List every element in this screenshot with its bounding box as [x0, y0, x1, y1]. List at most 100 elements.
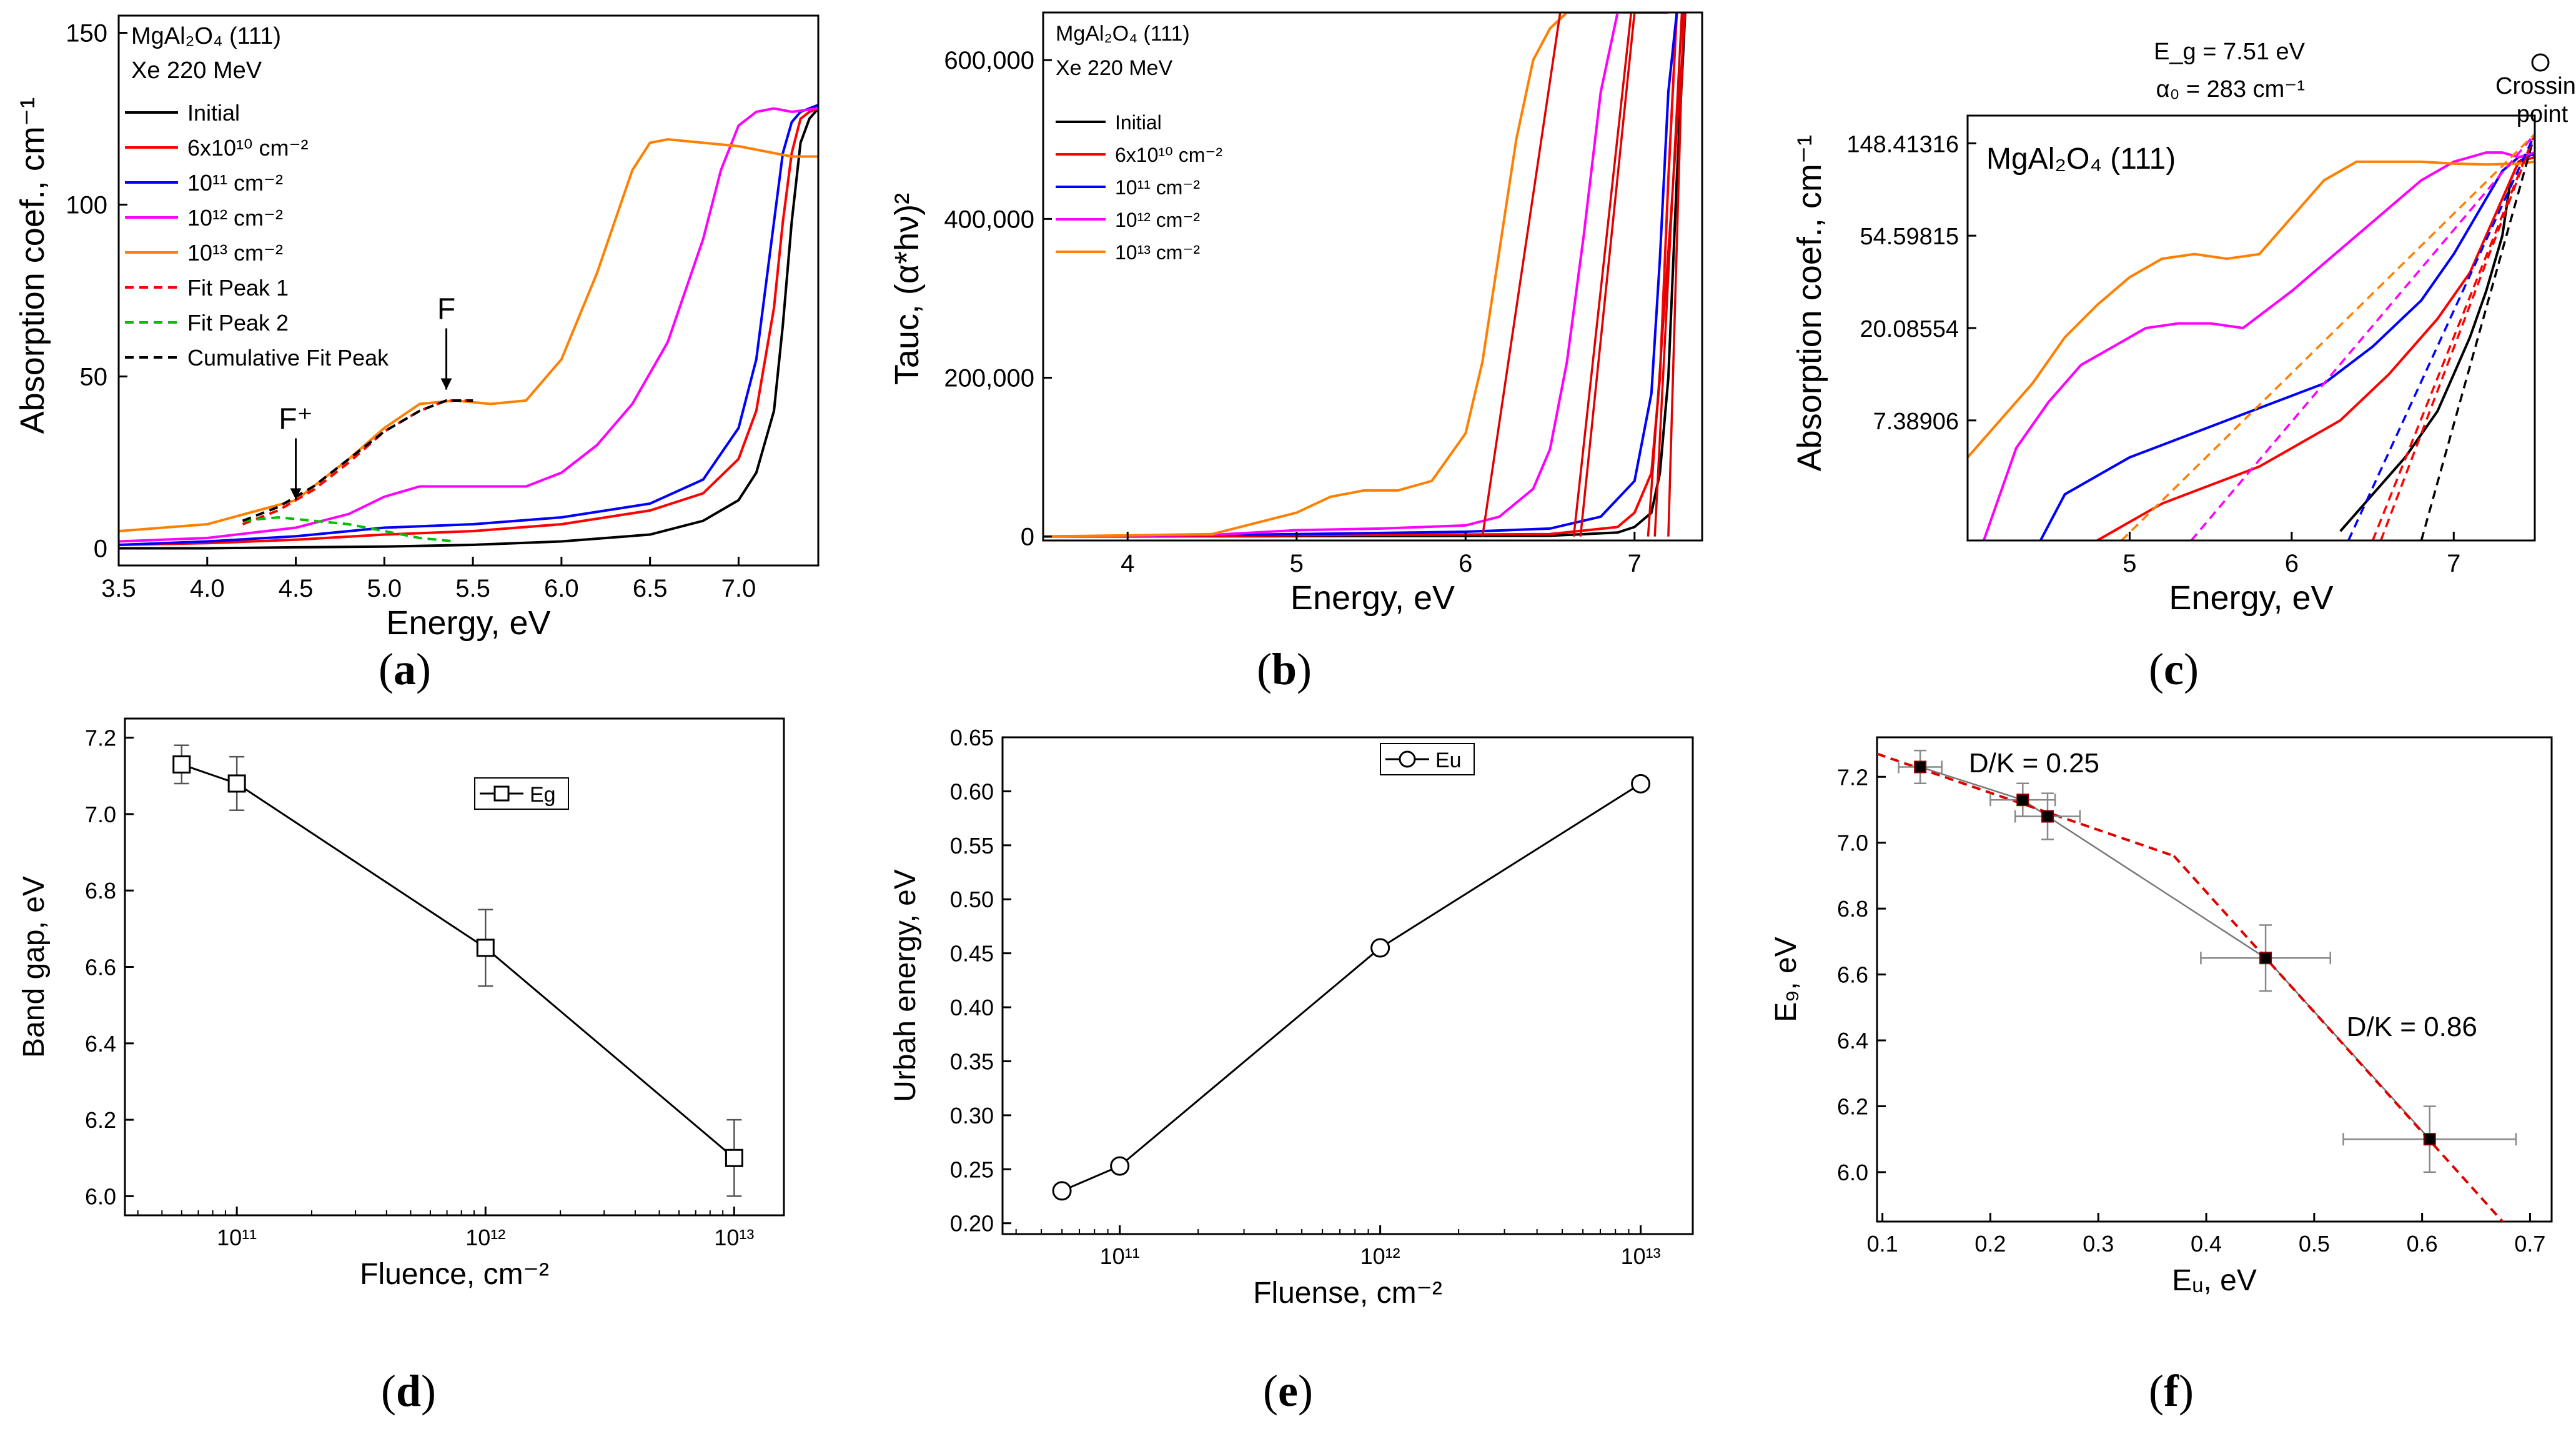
plot-area	[1043, 12, 1687, 538]
urbach-fit-line	[2371, 133, 2535, 540]
eu-point	[1631, 774, 1651, 794]
legend-label: Eg	[530, 783, 556, 807]
series-c-0	[2339, 151, 2535, 532]
x-tick-label: 10¹¹	[1100, 1243, 1140, 1269]
annotation-label: F⁺	[279, 403, 313, 436]
plot-area	[1968, 133, 2535, 540]
x-tick-label: 5.5	[455, 575, 490, 602]
series-b-3	[1043, 12, 1668, 538]
annotation-arrowhead	[440, 378, 452, 390]
y-tick-label: 6.4	[1837, 1028, 1868, 1053]
x-tick-label: 5.0	[367, 575, 402, 602]
info-sample: MgAl₂O₄ (111)	[1986, 142, 2176, 176]
legend-label: Cumulative Fit Peak	[187, 345, 389, 371]
y-tick-label: 0.65	[950, 725, 994, 750]
caption-c: (c)	[2149, 644, 2199, 694]
y-tick-label: 6.6	[1837, 962, 1868, 988]
dk-annotation: D/K = 0.86	[2347, 1012, 2477, 1042]
tauc-fit-line	[1572, 12, 1633, 537]
y-tick-label: 0.60	[950, 779, 994, 804]
series-a-1	[119, 107, 818, 546]
legend-label: 10¹² cm⁻²	[1115, 209, 1200, 231]
y-axis-label: Tauc, (α*hν)²	[888, 193, 926, 385]
info-ion: Xe 220 MeV	[131, 57, 262, 84]
info-sample: MgAl₂O₄ (111)	[131, 23, 281, 49]
urbach-fit-line	[2420, 134, 2535, 540]
y-tick-label: 0.20	[950, 1211, 994, 1237]
tauc-fit-line	[1647, 12, 1687, 537]
x-tick-label: 4	[1121, 550, 1134, 577]
eg-eu-point	[2423, 1133, 2436, 1146]
series-c-1	[2096, 156, 2535, 540]
series-b-0	[1043, 12, 1687, 538]
y-tick-label: 200,000	[944, 365, 1034, 392]
legend-label: 6x10¹⁰ cm⁻²	[1115, 144, 1222, 166]
y-axis-label: Band gap, eV	[17, 876, 51, 1058]
x-tick-label: 0.4	[2191, 1231, 2222, 1257]
x-tick-label: 6.5	[633, 575, 668, 602]
series-b-2	[1043, 12, 1678, 538]
x-tick-label: 7	[2447, 550, 2460, 577]
caption-f-letter: f	[2163, 1366, 2179, 1416]
x-tick-label: 10¹³	[1621, 1243, 1661, 1269]
x-tick-label: 5	[2123, 550, 2136, 577]
series-a-2	[119, 104, 818, 546]
x-tick-label: 10¹²	[465, 1225, 505, 1250]
plot-area	[1877, 752, 2505, 1222]
x-tick-label: 4.5	[279, 575, 314, 602]
eg-point	[172, 755, 191, 774]
eg-series-line	[181, 763, 735, 1159]
crossing-point-marker	[2531, 53, 2550, 72]
legend-label: 10¹³ cm⁻²	[187, 240, 283, 266]
y-tick-label: 6.0	[1837, 1160, 1868, 1185]
dk-fit-line	[1877, 752, 2174, 857]
x-tick-label: 0.3	[2083, 1231, 2114, 1257]
legend-label: Fit Peak 2	[187, 310, 289, 336]
y-tick-label: 0	[1021, 524, 1034, 551]
caption-c-letter: c	[2163, 644, 2184, 694]
tauc-fit-line	[1667, 12, 1685, 537]
x-tick-label: 10¹²	[1360, 1243, 1400, 1269]
legend-label: Eu	[1435, 749, 1462, 772]
eu-point	[1052, 1181, 1072, 1201]
y-tick-label: 50	[80, 364, 108, 391]
info-ion: Xe 220 MeV	[1056, 56, 1172, 80]
eg-point	[476, 939, 495, 957]
y-tick-label: 0.40	[950, 995, 994, 1020]
y-tick-label: 6.8	[1837, 896, 1868, 922]
series-a-0	[119, 107, 818, 550]
y-tick-label: 0.45	[950, 941, 994, 967]
legend-label: 10¹¹ cm⁻²	[187, 170, 283, 196]
y-tick-label: 0.55	[950, 833, 994, 859]
y-tick-label: 6.2	[85, 1107, 116, 1133]
f-plot-frame	[1876, 736, 2553, 1223]
series-a-3	[119, 107, 818, 543]
legend-label: Initial	[187, 100, 240, 126]
dk-fit-line	[2172, 855, 2505, 1222]
eu-point	[1110, 1156, 1130, 1176]
y-tick-label: 400,000	[944, 206, 1034, 233]
x-tick-label: 0.5	[2299, 1231, 2330, 1257]
x-tick-label: 0.2	[1974, 1231, 2006, 1257]
y-tick-label: 0.35	[950, 1048, 994, 1074]
c-plot-frame	[1966, 114, 2536, 542]
y-tick-label: 150	[66, 20, 107, 47]
x-tick-label: 5	[1290, 550, 1304, 577]
x-axis-label: Energy, eV	[386, 604, 550, 642]
y-tick-label: 0.30	[950, 1103, 994, 1128]
alpha-label: α₀ = 283 cm⁻¹	[2156, 76, 2305, 102]
d-plot-frame	[124, 717, 785, 1217]
series-c-3	[1983, 151, 2535, 540]
y-tick-label: 600,000	[944, 47, 1034, 74]
urbach-fit-line	[2190, 133, 2535, 540]
a-plot-frame	[117, 14, 820, 567]
y-tick-label: 6.6	[85, 955, 116, 980]
info-sample: MgAl₂O₄ (111)	[1056, 22, 1190, 46]
x-axis-label: Eᵤ, eV	[2172, 1264, 2257, 1297]
annotation-label: F	[437, 293, 455, 326]
caption-e-letter: e	[1277, 1366, 1298, 1416]
legend-marker	[493, 785, 510, 802]
caption-b: (b)	[1257, 644, 1312, 694]
series-c-4	[1968, 160, 2535, 459]
legend-label: 6x10¹⁰ cm⁻²	[187, 135, 308, 161]
